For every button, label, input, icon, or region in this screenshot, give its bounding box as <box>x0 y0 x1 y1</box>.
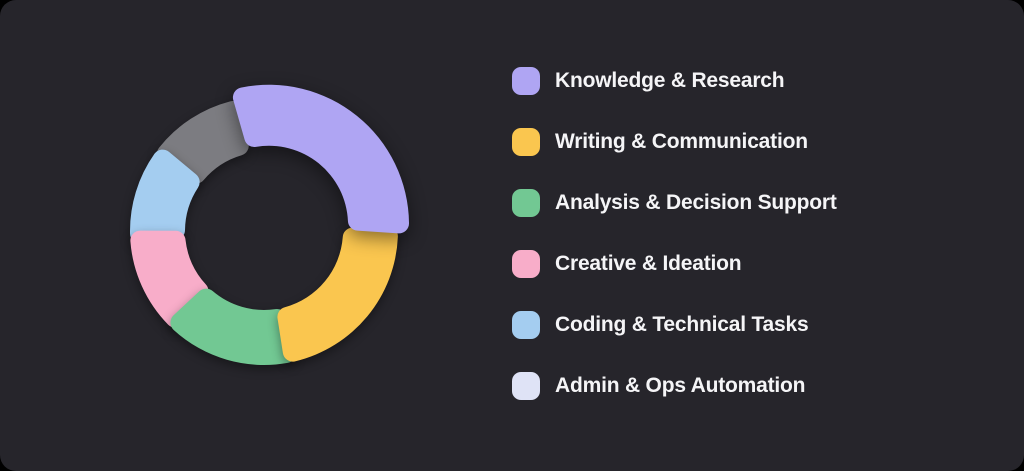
legend-swatch-icon <box>512 311 540 339</box>
legend-item-label: Knowledge & Research <box>555 69 785 92</box>
legend-item-label: Analysis & Decision Support <box>555 191 837 214</box>
legend-item-3[interactable]: Analysis & Decision Support <box>512 189 837 217</box>
legend-item-2[interactable]: Writing & Communication <box>512 128 837 156</box>
legend-item-label: Writing & Communication <box>555 130 808 153</box>
legend-item-4[interactable]: Creative & Ideation <box>512 250 837 278</box>
legend-swatch-icon <box>512 372 540 400</box>
legend-item-5[interactable]: Coding & Technical Tasks <box>512 311 837 339</box>
donut-slice-writing-communication[interactable] <box>277 226 398 362</box>
legend-swatch-icon <box>512 189 540 217</box>
legend-item-label: Admin & Ops Automation <box>555 374 806 397</box>
legend-item-1[interactable]: Knowledge & Research <box>512 67 837 95</box>
legend-swatch-icon <box>512 128 540 156</box>
donut-slice-coding-technical-tasks[interactable] <box>130 149 200 244</box>
legend-item-label: Creative & Ideation <box>555 252 742 275</box>
donut-slice-knowledge-research[interactable] <box>232 84 410 234</box>
legend-swatch-icon <box>512 250 540 278</box>
donut-slice-analysis-decision-support[interactable] <box>170 288 296 365</box>
chart-legend: Knowledge & Research Writing & Communica… <box>512 67 837 400</box>
legend-item-label: Coding & Technical Tasks <box>555 313 809 336</box>
legend-item-6[interactable]: Admin & Ops Automation <box>512 372 837 400</box>
legend-swatch-icon <box>512 67 540 95</box>
